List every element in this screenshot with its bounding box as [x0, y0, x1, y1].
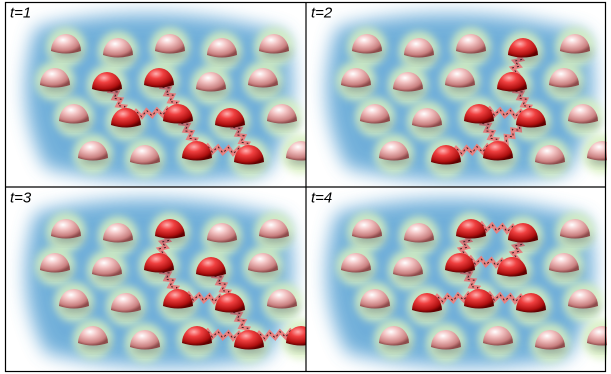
panels: t=1 t=2 t=3 t=4 [10, 4, 611, 366]
panel: t=4 [311, 189, 611, 366]
time-label: t=1 [10, 4, 31, 21]
time-label: t=4 [311, 189, 332, 206]
panel: t=3 [10, 189, 321, 366]
page: t=1t=2t=3t=4 (() => { const data = JSON.… [0, 0, 611, 374]
time-label: t=3 [10, 189, 32, 206]
time-label: t=2 [311, 4, 333, 21]
panel: t=2 [311, 4, 611, 181]
figure: t=1 t=2 t=3 t=4 [0, 0, 611, 374]
panel: t=1 [10, 4, 321, 181]
